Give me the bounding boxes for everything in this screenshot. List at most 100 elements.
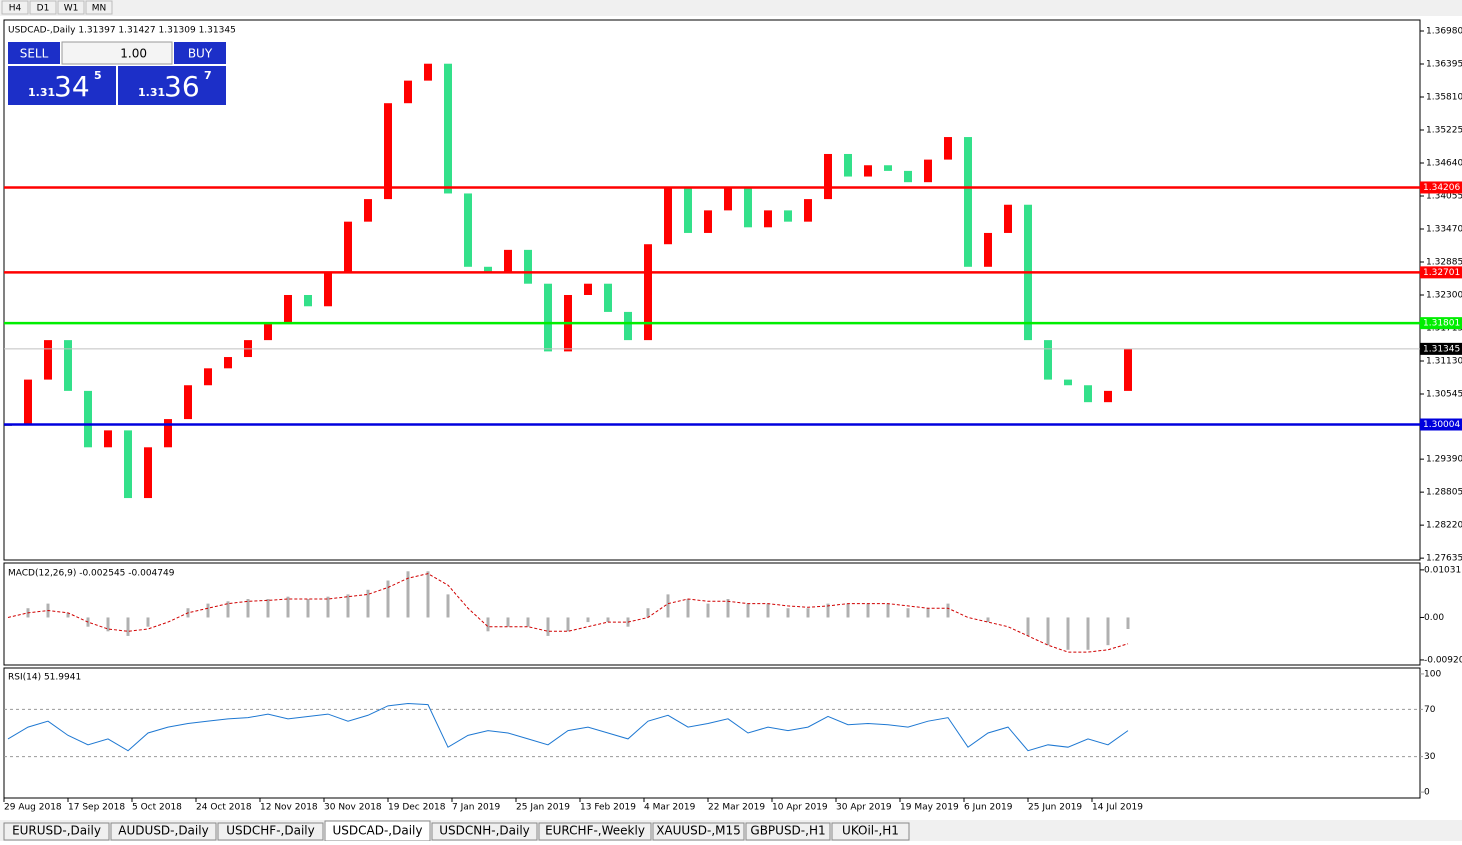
candle [24, 379, 32, 425]
y-tick-label: 1.35225 [1426, 125, 1462, 135]
candle [1104, 390, 1112, 403]
candle [1044, 340, 1052, 380]
candle [784, 210, 792, 222]
timeframe-button[interactable] [57, 0, 85, 15]
x-tick-label: 19 May 2019 [900, 803, 959, 813]
x-tick-label: 24 Oct 2018 [196, 803, 252, 813]
timeframe-label: H4 [9, 4, 22, 14]
candle [224, 357, 232, 369]
candle [804, 199, 812, 222]
candle [484, 266, 492, 273]
tab-label: XAUUSD-,M15 [656, 824, 741, 838]
y-tick-label: 0 [1424, 788, 1430, 798]
y-tick-label: 0.00 [1424, 613, 1444, 623]
y-tick-label: 1.34055 [1426, 191, 1462, 201]
x-tick-label: 29 Aug 2018 [4, 803, 62, 813]
candle [44, 340, 52, 380]
candle [904, 170, 912, 183]
x-tick-label: 6 Jun 2019 [964, 803, 1013, 813]
candle [184, 385, 192, 420]
y-tick-label: 1.28805 [1426, 488, 1462, 498]
candle [884, 165, 892, 171]
candle [404, 80, 412, 104]
candle [504, 249, 512, 273]
x-tick-label: 4 Mar 2019 [644, 803, 696, 813]
x-tick-label: 7 Jan 2019 [452, 803, 500, 813]
lots-input[interactable] [61, 41, 173, 65]
macd-pane [3, 562, 1421, 666]
main-pane [3, 19, 1421, 561]
candle [1124, 348, 1132, 391]
tab-label: USDCNH-,Daily [439, 824, 530, 838]
x-tick-label: 25 Jun 2019 [1028, 803, 1082, 813]
tab[interactable] [745, 822, 831, 841]
timeframe-button[interactable] [29, 0, 57, 15]
y-tick-label: 1.30545 [1426, 389, 1462, 399]
x-tick-label: 17 Sep 2018 [68, 803, 125, 813]
level-tag [1420, 181, 1462, 194]
candle [524, 249, 532, 284]
toolbar [0, 0, 1462, 16]
sell-price[interactable] [8, 66, 116, 105]
candle [264, 323, 272, 341]
x-tick-label: 10 Apr 2019 [772, 803, 828, 813]
macd-label: MACD(12,26,9) -0.002545 -0.004749 [8, 569, 175, 579]
candle [824, 153, 832, 200]
tab-label: USDCHF-,Daily [226, 824, 314, 838]
candle [204, 368, 212, 386]
tab[interactable] [652, 822, 745, 841]
candle [444, 63, 452, 194]
x-tick-label: 19 Dec 2018 [388, 803, 446, 813]
x-tick-label: 5 Oct 2018 [132, 803, 182, 813]
candle [1064, 379, 1072, 386]
timeframe-label: D1 [37, 4, 50, 14]
tab[interactable] [3, 822, 110, 841]
tab-label: UKOil-,H1 [842, 824, 899, 838]
y-tick-label: 100 [1424, 669, 1441, 679]
candle [744, 187, 752, 228]
y-tick-label: 1.36395 [1426, 59, 1462, 69]
buy-price[interactable] [118, 66, 226, 105]
level-label: 1.30004 [1423, 420, 1460, 430]
tab[interactable] [538, 822, 652, 841]
level-label: 1.31801 [1423, 319, 1460, 329]
buy-button[interactable] [174, 42, 226, 64]
candle [104, 430, 112, 448]
current-price-label: 1.31345 [1423, 344, 1460, 354]
candle [724, 187, 732, 211]
tab[interactable] [431, 822, 538, 841]
y-tick-label: 1.36980 [1426, 26, 1462, 36]
candle [864, 165, 872, 177]
sell-big: 1.31 [28, 86, 55, 99]
symbol-header: USDCAD-,Daily 1.31397 1.31427 1.31309 1.… [8, 26, 236, 36]
timeframe-button[interactable] [85, 0, 113, 15]
tab[interactable] [217, 822, 324, 841]
timeframe-label: W1 [64, 4, 79, 14]
tab[interactable] [110, 822, 217, 841]
y-tick-label: 1.32300 [1426, 290, 1462, 300]
tab-label: AUDUSD-,Daily [118, 824, 208, 838]
y-tick-label: 1.31130 [1426, 356, 1462, 366]
timeframe-button[interactable] [1, 0, 29, 15]
tab[interactable] [831, 822, 910, 841]
level-tag [1420, 266, 1462, 279]
y-tick-label: 1.27635 [1426, 554, 1462, 564]
candle [304, 294, 312, 307]
sell-pips: 34 [54, 70, 90, 103]
candle [944, 137, 952, 160]
tab-label: EURCHF-,Weekly [545, 824, 645, 838]
level-tag [1420, 317, 1462, 330]
rsi-line [7, 702, 1129, 752]
candle [464, 193, 472, 267]
timeframe-label: MN [92, 4, 107, 14]
x-tick-label: 14 Jul 2019 [1092, 803, 1143, 813]
y-tick-label: 1.35810 [1426, 92, 1462, 102]
y-tick-label: 0.010311 [1424, 565, 1462, 575]
candle [424, 63, 432, 81]
candle [84, 390, 92, 448]
y-tick-label: 1.34640 [1426, 158, 1462, 168]
sell-button[interactable] [8, 42, 60, 64]
candle [844, 153, 852, 177]
rsi-pane [3, 667, 1421, 799]
